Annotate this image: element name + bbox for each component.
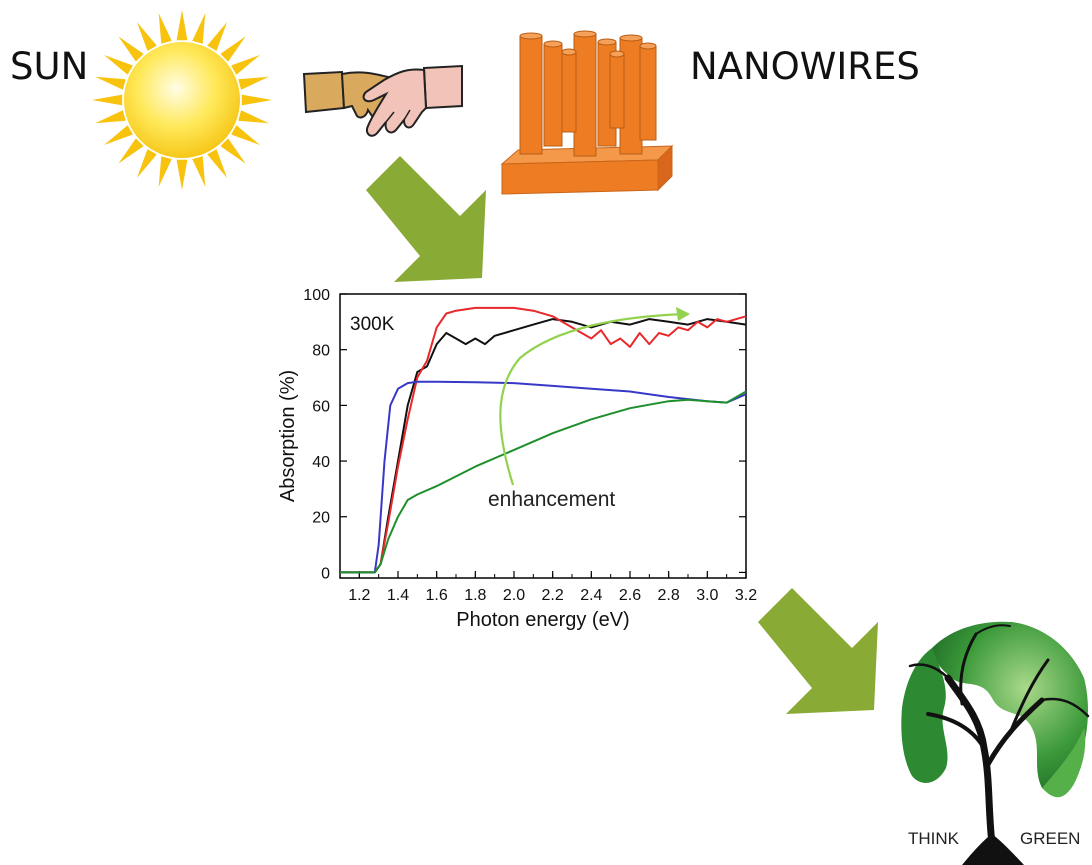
sun-ray [238,76,269,90]
sun-ray [92,94,123,106]
arrow-down-right-icon [366,156,486,282]
sun-ray [192,13,206,44]
sun-icon [92,10,272,190]
nanowire [609,53,625,129]
sun-ray [95,110,126,124]
series-line-1 [340,318,747,574]
nanowire [561,51,577,133]
x-tick-label: 1.8 [464,587,486,604]
sun-ray [137,22,157,51]
arrow-down-right-icon-2 [758,588,878,714]
sun-ray [207,22,227,51]
sun-ray [104,55,133,75]
x-axis-label: Photon energy (eV) [456,609,629,631]
series-line-3 [340,380,747,574]
sun-label: SUN [10,45,89,88]
x-tick-label: 1.2 [348,587,370,604]
nanowires-label: NANOWIRES [690,45,920,88]
sun-ray [158,156,172,187]
x-tick-label: 2.0 [503,587,525,604]
think-label: THINK [908,829,960,848]
nanowire-top [609,50,625,58]
x-tick-label: 1.4 [387,587,409,604]
plot-frame [339,293,747,579]
sun-ray [158,13,172,44]
enhancement-label: enhancement [488,488,615,511]
globe-tree-icon: THINK GREEN [892,616,1092,865]
sun-ray [220,36,246,62]
y-tick-label: 0 [321,565,330,582]
y-tick-label: 20 [312,510,330,527]
sun-ray [238,110,269,124]
sun-ray [176,10,188,41]
sun-ray [231,55,260,75]
x-tick-label: 2.4 [580,587,602,604]
sun-ray [176,159,188,190]
nanowire-top [639,42,657,50]
handshake-icon [302,64,463,137]
absorption-chart: 1.2 1.4 1.6 1.8 2.0 2.2 2.4 2.6 2.8 3.0 3.2 0 20 40 60… [277,287,757,631]
sun-ray [137,149,157,178]
nanowire [639,45,657,141]
sun-ray [241,94,272,106]
y-tick-label: 60 [312,398,330,415]
x-tick-label: 2.6 [619,587,641,604]
y-tick-label: 80 [312,343,330,360]
x-tick-label: 2.2 [542,587,564,604]
x-tick-label: 2.8 [658,587,680,604]
nanowire [573,33,597,157]
nanowire-array-icon [500,30,674,195]
nanowire-top [573,30,597,38]
nanowire-top [543,40,563,48]
sun-ray [104,125,133,145]
x-tick-label: 3.0 [696,587,718,604]
enhancement-arrowhead [676,307,690,321]
sun-ray [118,36,144,62]
enhancement-arrow [499,312,689,486]
sun-ray [192,156,206,187]
x-tick-label: 3.2 [735,587,757,604]
sun-ray [95,76,126,90]
sun-ray [118,138,144,164]
sun-ray [207,149,227,178]
nanowire [543,43,563,147]
y-tick-label: 40 [312,454,330,471]
y-axis-label: Absorption (%) [277,370,299,502]
nanowire-top [519,32,543,40]
nanowire [519,35,543,155]
temperature-annotation: 300K [350,314,395,335]
nanowire-top [561,48,577,56]
series-line-4 [340,390,747,574]
green-label: GREEN [1020,829,1080,848]
nanowire-top [597,38,617,46]
sun-ray [220,138,246,164]
nanowire-top [619,34,643,42]
y-tick-label: 100 [303,287,330,304]
sun-ray [231,125,260,145]
x-tick-label: 1.6 [426,587,448,604]
